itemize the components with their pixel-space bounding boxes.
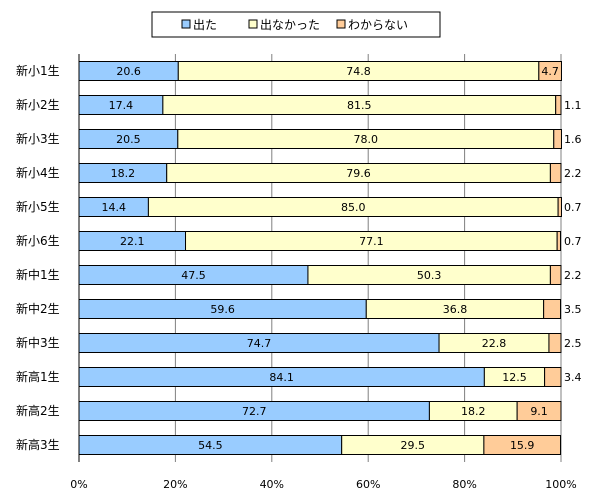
data-label: 84.1 (269, 371, 294, 384)
bar-segment (548, 333, 562, 353)
bar-segment (556, 231, 562, 251)
x-tick-label: 100% (545, 478, 576, 491)
data-label: 17.4 (109, 99, 134, 112)
bar-segment (543, 299, 562, 319)
gridlines (78, 54, 562, 462)
legend-label: 出なかった (260, 18, 320, 32)
data-label: 2.2 (564, 167, 582, 180)
bar-segment (549, 265, 562, 285)
category-label: 新小4生 (16, 165, 60, 180)
data-label: 18.2 (461, 405, 486, 418)
bar-segment (549, 163, 562, 183)
x-tick-label: 0% (70, 478, 87, 491)
data-label: 81.5 (347, 99, 372, 112)
data-label: 20.6 (116, 65, 141, 78)
category-label: 新中1生 (16, 267, 60, 282)
legend-swatch (336, 19, 346, 29)
category-label: 新中2生 (16, 301, 60, 316)
legend-swatch (181, 19, 191, 29)
data-label: 59.6 (210, 303, 235, 316)
data-label: 3.4 (564, 371, 582, 384)
x-tick-label: 20% (163, 478, 187, 491)
x-tick-label: 60% (356, 478, 380, 491)
category-label: 新高3生 (16, 437, 60, 452)
category-label: 新小1生 (16, 63, 60, 78)
bar-segment (483, 435, 562, 455)
category-label: 新高1生 (16, 369, 60, 384)
bar-segment (553, 129, 562, 149)
category-label: 新中3生 (16, 335, 60, 350)
data-label: 2.5 (564, 337, 582, 350)
category-label: 新小6生 (16, 233, 60, 248)
category-label: 新小3生 (16, 131, 60, 146)
x-tick-label: 80% (452, 478, 476, 491)
data-label: 50.3 (417, 269, 442, 282)
category-label: 新小5生 (16, 199, 60, 214)
bar-segment (555, 95, 562, 115)
data-label: 3.5 (564, 303, 582, 316)
data-label: 74.7 (247, 337, 272, 350)
bar-segment (544, 367, 562, 387)
data-label: 0.7 (564, 235, 582, 248)
data-label: 72.7 (242, 405, 267, 418)
bar-segment (538, 61, 562, 81)
bars: 20.6 74.8 4.7 17.4 81.5 1.1 20.5 78.0 1.6 18.2 79.… (78, 61, 582, 455)
data-label: 22.1 (120, 235, 145, 248)
data-label: 47.5 (181, 269, 206, 282)
data-label: 20.5 (116, 133, 141, 146)
x-axis-ticks: 0% 20% 40% 60% 80% 100% (70, 478, 576, 491)
legend-label: わからない (348, 18, 408, 32)
data-label: 15.9 (510, 439, 535, 452)
data-label: 1.1 (564, 99, 582, 112)
data-label: 2.2 (564, 269, 582, 282)
bar-segment (557, 197, 562, 217)
legend-swatch (248, 19, 258, 29)
data-label: 79.6 (346, 167, 371, 180)
data-label: 78.0 (354, 133, 379, 146)
data-label: 29.5 (401, 439, 426, 452)
category-label: 新高2生 (16, 403, 60, 418)
data-label: 12.5 (502, 371, 527, 384)
data-label: 36.8 (443, 303, 468, 316)
data-label: 0.7 (564, 201, 582, 214)
data-label: 54.5 (198, 439, 223, 452)
legend-label: 出た (193, 18, 217, 32)
x-tick-label: 40% (260, 478, 284, 491)
data-label: 14.4 (101, 201, 126, 214)
bar-segment (516, 401, 562, 421)
data-label: 9.1 (530, 405, 548, 418)
category-labels: 新小1生新小2生新小3生新小4生新小5生新小6生新中1生新中2生新中3生新高1生… (16, 63, 60, 452)
data-label: 1.6 (564, 133, 582, 146)
data-label: 22.8 (482, 337, 507, 350)
legend: 出た 出なかった わからない (151, 11, 441, 38)
data-label: 77.1 (359, 235, 384, 248)
legend-box (151, 11, 441, 38)
category-label: 新小2生 (16, 97, 60, 112)
data-label: 18.2 (111, 167, 136, 180)
data-label: 85.0 (341, 201, 366, 214)
data-label: 4.7 (541, 65, 559, 78)
data-label: 74.8 (346, 65, 371, 78)
